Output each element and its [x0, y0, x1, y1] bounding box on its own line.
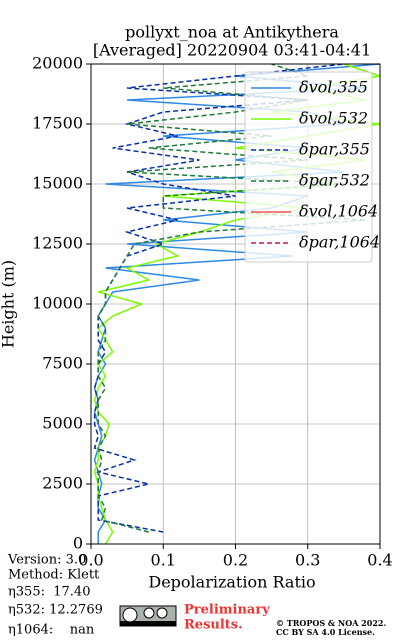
- y-tick-label: 0: [73, 534, 83, 553]
- annotation: Version: 3.0: [7, 553, 86, 568]
- chart-title: [Averaged] 20220904 03:41-04:41: [93, 41, 371, 60]
- plot-frame: [90, 63, 381, 545]
- legend-label: δvol,1064: [299, 202, 378, 221]
- chart-title: pollyxt_noa at Antikythera: [125, 23, 339, 42]
- y-tick-label: 7500: [42, 354, 83, 373]
- legend-label: δvol,355: [299, 78, 368, 97]
- info: Version: 3.0 Method: Klett η355: 17.40 η…: [7, 553, 103, 638]
- legend-label: δpar,1064: [299, 233, 380, 252]
- cc-badge: [119, 605, 177, 627]
- legend-label: δpar,355: [299, 140, 370, 159]
- profile-line: [97, 63, 366, 533]
- x-tick-label: 0.0: [78, 551, 103, 570]
- annotation: η355: 17.40: [8, 585, 90, 600]
- watermark: Results.: [184, 618, 243, 633]
- y-tick-label: 20000: [32, 54, 83, 73]
- y-tick-label: 12500: [32, 234, 83, 253]
- legend-label: δvol,532: [299, 109, 368, 128]
- y-axis-label: Height (m): [0, 260, 18, 348]
- watermark: Preliminary: [184, 603, 270, 618]
- x-axis-label: Depolarization Ratio: [148, 573, 315, 592]
- y-tick-label: 10000: [32, 294, 83, 313]
- x-tick-label: 0.2: [223, 551, 248, 570]
- license: © TROPOS & NOA 2022.: [276, 618, 386, 628]
- y-tick-label: 5000: [42, 414, 83, 433]
- annotation: η1064: nan: [8, 623, 95, 638]
- x-tick-label: 0.3: [295, 551, 320, 570]
- legend: δvol,355 δvol,532 δpar,355 δpar,532 δvol,106…: [244, 71, 380, 263]
- y-tick-label: 17500: [32, 114, 83, 133]
- x-tick-label: 0.1: [151, 551, 176, 570]
- y-tick-label: 15000: [32, 174, 83, 193]
- annotation: η532: 12.2769: [8, 603, 103, 618]
- x-tick-label: 0.4: [367, 551, 392, 570]
- legend-label: δpar,532: [299, 171, 370, 190]
- annotation: Method: Klett: [8, 568, 100, 583]
- license: CC BY SA 4.0 License.: [276, 627, 375, 637]
- y-tick-label: 2500: [42, 474, 83, 493]
